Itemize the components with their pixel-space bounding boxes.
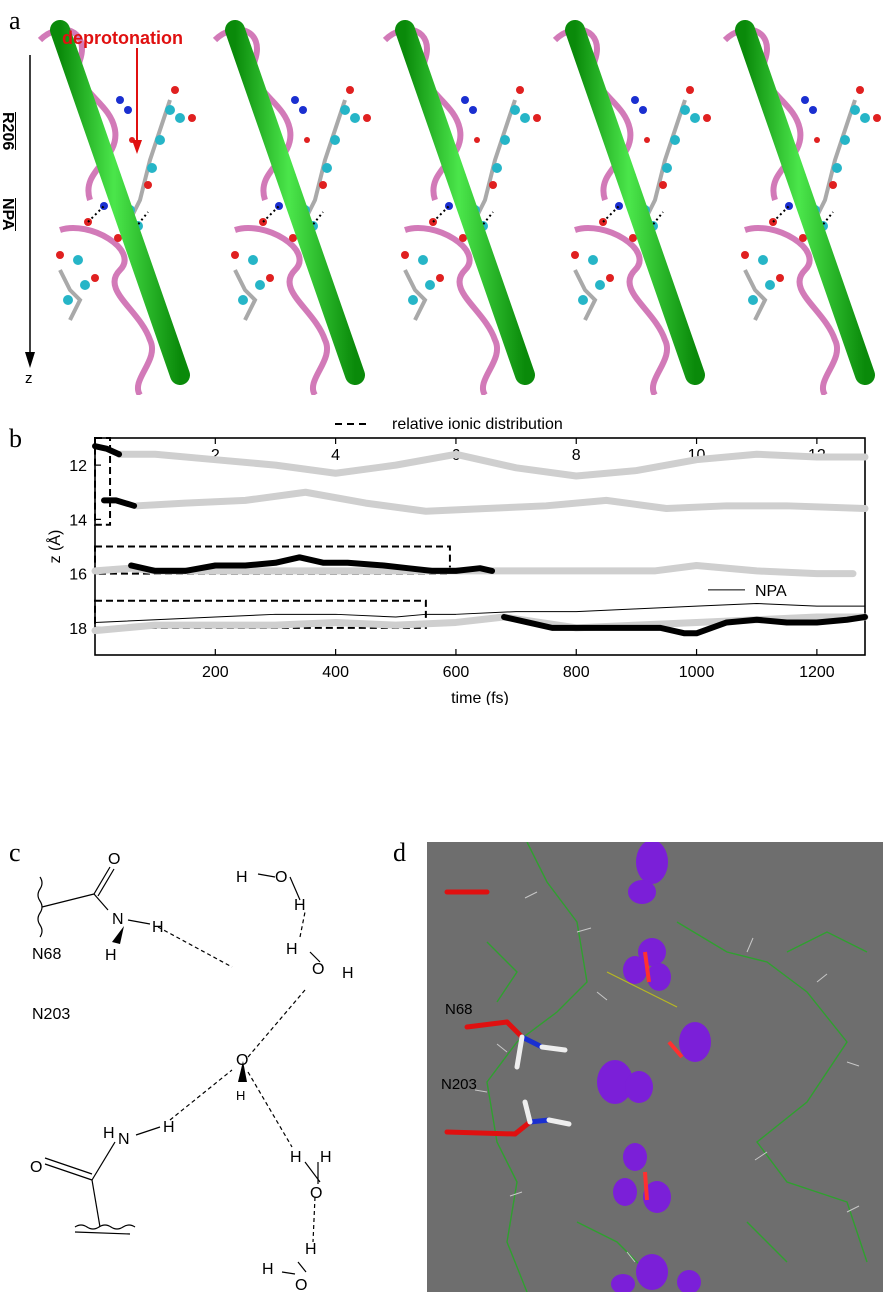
panel-d-n203-label: N203 bbox=[441, 1076, 477, 1093]
svg-text:O: O bbox=[236, 1052, 248, 1069]
svg-text:H: H bbox=[290, 1149, 302, 1166]
series-line-gray bbox=[115, 450, 869, 480]
panel-c-n68-label: N68 bbox=[32, 946, 62, 963]
x-tick-label: 1000 bbox=[679, 664, 715, 681]
ionic-distribution-box bbox=[94, 545, 451, 575]
x-tick-label: 800 bbox=[563, 664, 590, 681]
series-line-black bbox=[92, 443, 123, 458]
x-tick-label: 200 bbox=[202, 664, 229, 681]
legend-spacer bbox=[0, 405, 710, 653]
svg-text:H: H bbox=[236, 1088, 245, 1103]
y-axis-label: z (Å) bbox=[45, 530, 64, 564]
deprotonation-label: deprotonation bbox=[62, 28, 183, 48]
svg-text:H: H bbox=[262, 1261, 274, 1278]
panel-c-schematic: ON HH OH H NH O H OH O HH H HO HHO bbox=[30, 851, 354, 1292]
panel-a-letter: a bbox=[9, 6, 21, 35]
panel-d-render bbox=[427, 842, 883, 1292]
svg-text:H: H bbox=[320, 1149, 332, 1166]
y-tick-label: 12 bbox=[69, 458, 87, 475]
svg-text:H: H bbox=[152, 919, 164, 936]
y-tick-label: 16 bbox=[69, 567, 87, 584]
svg-text:O: O bbox=[275, 869, 287, 886]
svg-text:N: N bbox=[118, 1131, 130, 1148]
r206-label: R206 bbox=[0, 112, 16, 151]
y-tick-label: 18 bbox=[69, 621, 87, 638]
y-tick-label: 14 bbox=[69, 512, 87, 529]
ionic-distribution-box bbox=[94, 437, 112, 526]
svg-text:H: H bbox=[294, 897, 306, 914]
x-tick-label: 1200 bbox=[799, 664, 835, 681]
svg-text:O: O bbox=[30, 1159, 42, 1176]
legend-ionic-label: relative ionic distribution bbox=[392, 416, 563, 433]
x-tick-label: 600 bbox=[443, 664, 470, 681]
svg-text:O: O bbox=[312, 961, 324, 978]
svg-text:H: H bbox=[105, 947, 117, 964]
svg-text:O: O bbox=[310, 1185, 322, 1202]
svg-text:H: H bbox=[286, 941, 298, 958]
series-line-black bbox=[128, 554, 496, 574]
svg-text:H: H bbox=[103, 1125, 115, 1142]
panel-b-letter: b bbox=[9, 424, 22, 453]
legend-npa-label: NPA bbox=[755, 583, 787, 600]
series-line-gray bbox=[133, 488, 869, 515]
x2-tick-label: 4 bbox=[331, 447, 340, 464]
panel-c-letter: c bbox=[9, 838, 21, 867]
svg-text:O: O bbox=[108, 851, 120, 868]
x-axis-label: time (fs) bbox=[451, 690, 509, 705]
x2-tick-label: 2 bbox=[211, 447, 220, 464]
svg-text:H: H bbox=[236, 869, 248, 886]
series-line-black bbox=[501, 614, 868, 637]
panel-d-letter: d bbox=[393, 838, 406, 867]
panel-d-n68-label: N68 bbox=[445, 1001, 473, 1018]
svg-text:H: H bbox=[305, 1241, 317, 1258]
panel-c-n203-label: N203 bbox=[32, 1006, 71, 1023]
svg-text:O: O bbox=[295, 1277, 307, 1292]
x2-tick-label: 8 bbox=[572, 447, 581, 464]
panel-a-figure bbox=[25, 0, 883, 395]
svg-text:H: H bbox=[342, 965, 354, 982]
svg-text:N: N bbox=[112, 911, 124, 928]
series-line-black bbox=[101, 497, 138, 509]
svg-text:H: H bbox=[163, 1119, 175, 1136]
z-axis-label: z bbox=[25, 370, 33, 387]
npa-label: NPA bbox=[0, 198, 16, 231]
x-tick-label: 400 bbox=[322, 664, 349, 681]
series-line-npa bbox=[94, 602, 866, 623]
